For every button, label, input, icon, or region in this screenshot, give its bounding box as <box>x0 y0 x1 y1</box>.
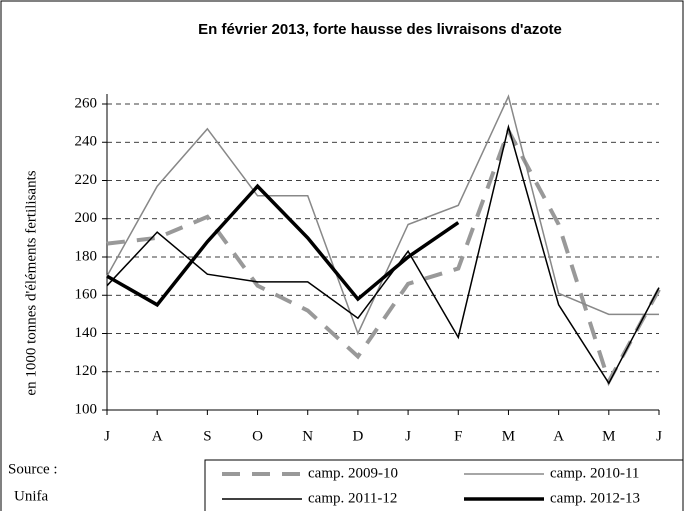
x-tick-label: A <box>152 428 163 444</box>
series-line <box>106 94 659 336</box>
x-tick-label: J <box>104 428 110 444</box>
x-tick-label: S <box>203 428 211 444</box>
x-tick-label: N <box>302 428 313 444</box>
y-tick-label: 160 <box>75 287 98 303</box>
x-tick-label: D <box>352 428 363 444</box>
x-tick-label: J <box>656 428 662 444</box>
legend-label: camp. 2009-10 <box>308 465 398 481</box>
x-tick-label: J <box>405 428 411 444</box>
y-tick-label: 120 <box>75 363 98 379</box>
chart-title: En février 2013, forte hausse des livrai… <box>198 21 562 38</box>
y-tick-label: 240 <box>75 134 98 150</box>
y-tick-label: 100 <box>75 401 98 417</box>
series-line <box>106 125 661 387</box>
y-tick-label: 220 <box>75 172 98 188</box>
source: Unifa <box>14 488 48 504</box>
legend <box>204 459 684 511</box>
x-tick-label: M <box>602 428 615 444</box>
y-axis-label: en 1000 tonnes d'éléments fertilisants <box>23 170 39 395</box>
x-tick-label: M <box>502 428 515 444</box>
source: Source : <box>8 461 58 477</box>
x-tick-label: F <box>454 428 462 444</box>
y-tick-label: 260 <box>75 95 98 111</box>
series-line <box>106 123 660 385</box>
y-tick-label: 200 <box>75 210 98 226</box>
legend-label: camp. 2011-12 <box>308 490 397 506</box>
x-tick-label: O <box>252 428 263 444</box>
y-tick-label: 180 <box>75 248 98 264</box>
legend-label: camp. 2010-11 <box>550 465 639 481</box>
legend-label: camp. 2012-13 <box>550 490 640 506</box>
series-line <box>106 183 460 308</box>
y-tick-label: 140 <box>75 325 98 341</box>
x-tick-label: A <box>553 428 564 444</box>
